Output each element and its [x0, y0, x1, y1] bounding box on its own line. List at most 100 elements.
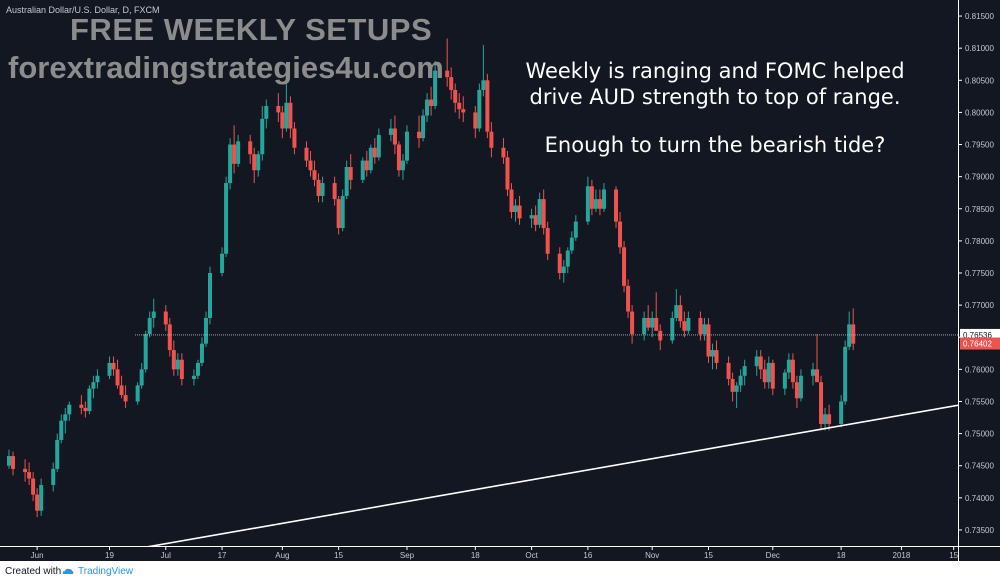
tradingview-brand-link[interactable]: TradingView [78, 566, 134, 577]
candle [288, 96, 293, 139]
candle-body [766, 362, 771, 383]
candle [714, 340, 719, 370]
candle [843, 340, 848, 405]
candle-body [421, 115, 426, 139]
candle-body [811, 369, 815, 376]
candle-body [392, 128, 397, 145]
candle [537, 192, 542, 229]
candle-body [195, 362, 200, 376]
time-tick-label: Sep [400, 551, 415, 560]
candle-body [220, 253, 225, 273]
candle [232, 125, 237, 174]
candle-body [658, 330, 663, 341]
candle [376, 128, 381, 161]
candle [618, 211, 623, 254]
price-tick-label: 0.80500 [965, 76, 994, 85]
candle-body [336, 199, 341, 229]
price-axis[interactable]: 0.81500 0.81000 0.80500 0.80000 0.79500 0.790… [958, 0, 1000, 561]
candle-body [360, 160, 365, 180]
candle-body [179, 359, 184, 379]
annotation-line-1: Weekly is ranging and FOMC helped [525, 59, 905, 83]
price-tick-label: 0.77500 [965, 269, 994, 278]
candle [23, 459, 28, 482]
candle-body [593, 199, 598, 209]
candle [593, 189, 598, 212]
candle [316, 173, 321, 203]
price-tick-label: 0.80000 [965, 108, 994, 117]
candle-body [686, 317, 691, 331]
candle [135, 382, 140, 405]
candle-body [63, 414, 68, 421]
candle [119, 375, 124, 399]
candle [220, 247, 225, 277]
candle-body [597, 199, 602, 209]
candle [276, 93, 281, 123]
candle [421, 109, 426, 142]
candle [790, 353, 795, 389]
candle-body [517, 205, 522, 219]
candle-body [614, 189, 619, 222]
candle [59, 414, 64, 444]
candle-body [203, 317, 208, 344]
candle [199, 337, 204, 367]
price-tick-label: 0.79000 [965, 173, 994, 182]
candle [195, 359, 200, 379]
candle [762, 359, 767, 389]
candle-body [589, 186, 594, 209]
time-tick-label: Jun [31, 551, 44, 560]
candle [650, 311, 655, 338]
price-tick-label: 0.78500 [965, 205, 994, 214]
candle-body [320, 183, 325, 196]
candle-body [509, 189, 514, 212]
candle-body [537, 199, 542, 225]
candle [851, 308, 856, 351]
candle-body [742, 366, 747, 376]
candle-body [585, 186, 590, 222]
candle-body [445, 70, 450, 78]
candle [336, 195, 341, 235]
candle-body [260, 118, 265, 155]
candle-body [682, 321, 687, 331]
candle [396, 141, 401, 177]
candle [541, 189, 546, 235]
candle [111, 356, 116, 376]
candle-body [264, 105, 269, 119]
candle-body [27, 472, 32, 479]
candle [461, 96, 466, 123]
candle [457, 93, 462, 119]
candle [252, 147, 257, 184]
candle [151, 298, 156, 328]
candle-body [31, 478, 36, 495]
candle [742, 359, 747, 386]
candle-body [404, 131, 409, 161]
candle [31, 472, 36, 502]
watermark-website: forextradingstrategies4u.com [8, 50, 444, 85]
candle-body [573, 221, 578, 238]
candle [171, 340, 176, 376]
candle [320, 176, 325, 203]
candle [706, 317, 711, 363]
time-axis[interactable]: Jun 19 Jul 17 Aug 15 Sep 18 Oct 16 Nov 15 Dec 18 2018 1… [0, 546, 1000, 561]
candle [646, 305, 651, 331]
candle-body [823, 414, 828, 424]
candle-body [107, 362, 112, 376]
candle-body [119, 385, 124, 396]
candle-body [304, 147, 309, 161]
candle-body [473, 112, 478, 129]
candle [734, 382, 739, 408]
last-price-label: 0.76402 [963, 340, 992, 349]
level-price-label: 0.76536 [963, 331, 992, 340]
candle [782, 369, 787, 396]
candle-body [87, 388, 92, 412]
candle [67, 401, 72, 421]
candle [208, 266, 212, 325]
candle-body [565, 250, 570, 267]
candle [87, 385, 92, 415]
candle [730, 372, 735, 402]
time-tick-label: 15 [334, 551, 343, 560]
candle [726, 356, 731, 386]
candle [698, 311, 703, 341]
candle-body [738, 375, 743, 386]
candle-body [167, 324, 172, 351]
